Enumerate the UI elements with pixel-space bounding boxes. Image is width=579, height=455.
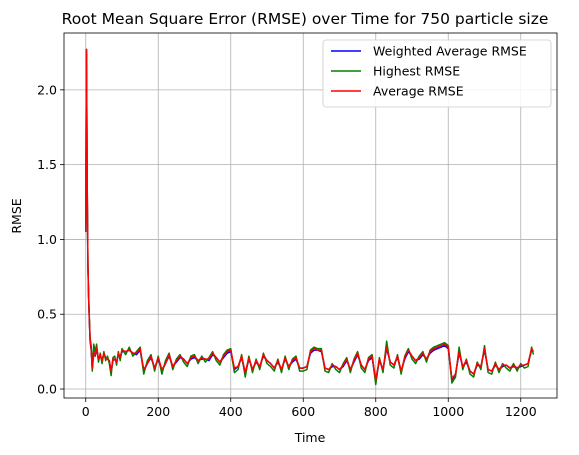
y-tick-label: 1.5 xyxy=(37,157,57,172)
legend-entry-label: Highest RMSE xyxy=(373,64,460,79)
x-tick-label: 0 xyxy=(82,404,90,419)
x-tick-label: 1200 xyxy=(505,404,537,419)
x-tick-label: 1000 xyxy=(432,404,464,419)
x-axis-label: Time xyxy=(294,430,326,445)
plot-frame xyxy=(63,32,558,399)
series-lines xyxy=(85,48,535,386)
y-axis-label: RMSE xyxy=(9,198,24,233)
legend: Weighted Average RMSE Highest RMSE Average… xyxy=(322,39,552,108)
series-line-average-rmse xyxy=(85,48,535,381)
x-tick-label: 400 xyxy=(219,404,243,419)
y-tick-label: 0.5 xyxy=(37,307,57,322)
axis-ticks: 0 200 400 600 800 1000 1200 0.0 0.5 1.0 1.5 2.0 xyxy=(37,82,537,419)
legend-entry-label: Weighted Average RMSE xyxy=(373,44,527,59)
x-tick-label: 800 xyxy=(364,404,388,419)
y-tick-label: 0.0 xyxy=(37,382,57,397)
legend-box xyxy=(322,39,552,108)
grid xyxy=(64,33,557,398)
chart-title: Root Mean Square Error (RMSE) over Time … xyxy=(62,10,549,28)
x-tick-label: 200 xyxy=(146,404,170,419)
y-tick-label: 1.0 xyxy=(37,232,57,247)
x-tick-label: 600 xyxy=(291,404,315,419)
legend-entry-label: Average RMSE xyxy=(373,84,464,99)
y-tick-label: 2.0 xyxy=(37,82,57,97)
